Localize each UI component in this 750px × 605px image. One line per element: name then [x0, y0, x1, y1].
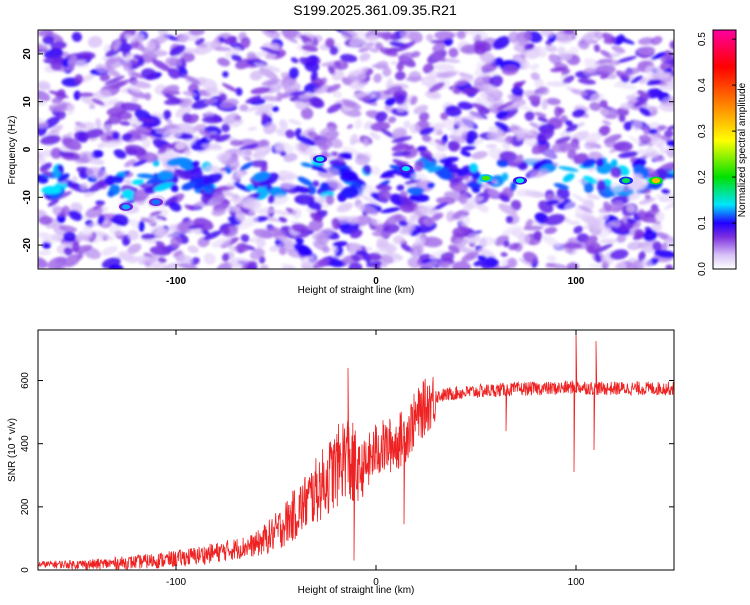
snr-y-ticks: 0 200 400 600 [20, 372, 674, 573]
spectrogram-y-tick-label: 0 [22, 146, 33, 152]
colorbar-tick-label: 0.1 [697, 216, 708, 230]
spectrogram-y-tick-label: 20 [22, 48, 33, 60]
hotspot-core [516, 178, 524, 184]
snr-x-axis-label: Height of straight line (km) [298, 585, 415, 596]
hotspot-core [482, 175, 490, 181]
colorbar: 0.0 0.1 0.2 0.3 0.4 0.5 Normalized spectral a… [697, 29, 748, 276]
hotspot-core [316, 156, 324, 162]
figure-title: S199.2025.361.09.35.R21 [293, 2, 457, 18]
spectrogram-y-tick-label: -20 [22, 237, 33, 252]
spectrogram-x-tick-label: 0 [373, 276, 379, 287]
spectrogram-image [38, 30, 674, 269]
spectrogram-x-ticks: -100 0 100 [166, 30, 585, 287]
snr-x-tick-label: 0 [373, 577, 379, 588]
spectrogram-hotspots [119, 155, 663, 211]
snr-y-axis-label: SNR (10 * v/v) [7, 418, 18, 482]
hotspot-core [152, 199, 160, 205]
hotspot-core [652, 178, 660, 184]
spectrogram-x-axis-label: Height of straight line (km) [298, 285, 415, 296]
snr-x-tick-label: 100 [568, 577, 585, 588]
spectrogram-speckle [38, 30, 674, 269]
snr-x-tick-label: -100 [166, 577, 186, 588]
snr-x-ticks: -100 0 100 [166, 330, 585, 588]
colorbar-gradient [712, 29, 737, 270]
spectrogram-y-ticks: -20 -10 0 10 20 [22, 48, 674, 252]
spectrogram-x-tick-label: 100 [568, 276, 585, 287]
colorbar-tick-label: 0.5 [697, 32, 708, 46]
snr-panel: -100 0 100 0 200 400 600 Height of straight l… [7, 329, 675, 596]
hotspot-core [402, 166, 410, 172]
spectrogram-y-tick-label: -10 [22, 190, 33, 205]
snr-y-tick-label: 600 [20, 372, 31, 389]
hotspot-core [622, 178, 630, 184]
snr-series-line [38, 330, 674, 570]
spectrogram-y-tick-label: 10 [22, 96, 33, 108]
spectrogram-x-tick-label: -100 [166, 276, 186, 287]
snr-plot-frame [37, 329, 675, 571]
colorbar-tick-label: 0.2 [697, 170, 708, 184]
colorbar-tick-label: 0.0 [697, 262, 708, 276]
snr-y-tick-label: 0 [20, 567, 31, 573]
snr-y-tick-label: 400 [20, 435, 31, 452]
snr-y-tick-label: 200 [20, 498, 31, 515]
colorbar-tick-label: 0.3 [697, 124, 708, 138]
colorbar-ticks: 0.0 0.1 0.2 0.3 0.4 0.5 [697, 32, 736, 276]
colorbar-label: Normalized spectral amplitude [737, 82, 748, 217]
hotspot-core [122, 204, 130, 210]
spectrogram-y-axis-label: Frequency (Hz) [7, 116, 18, 185]
colorbar-tick-label: 0.4 [697, 78, 708, 92]
